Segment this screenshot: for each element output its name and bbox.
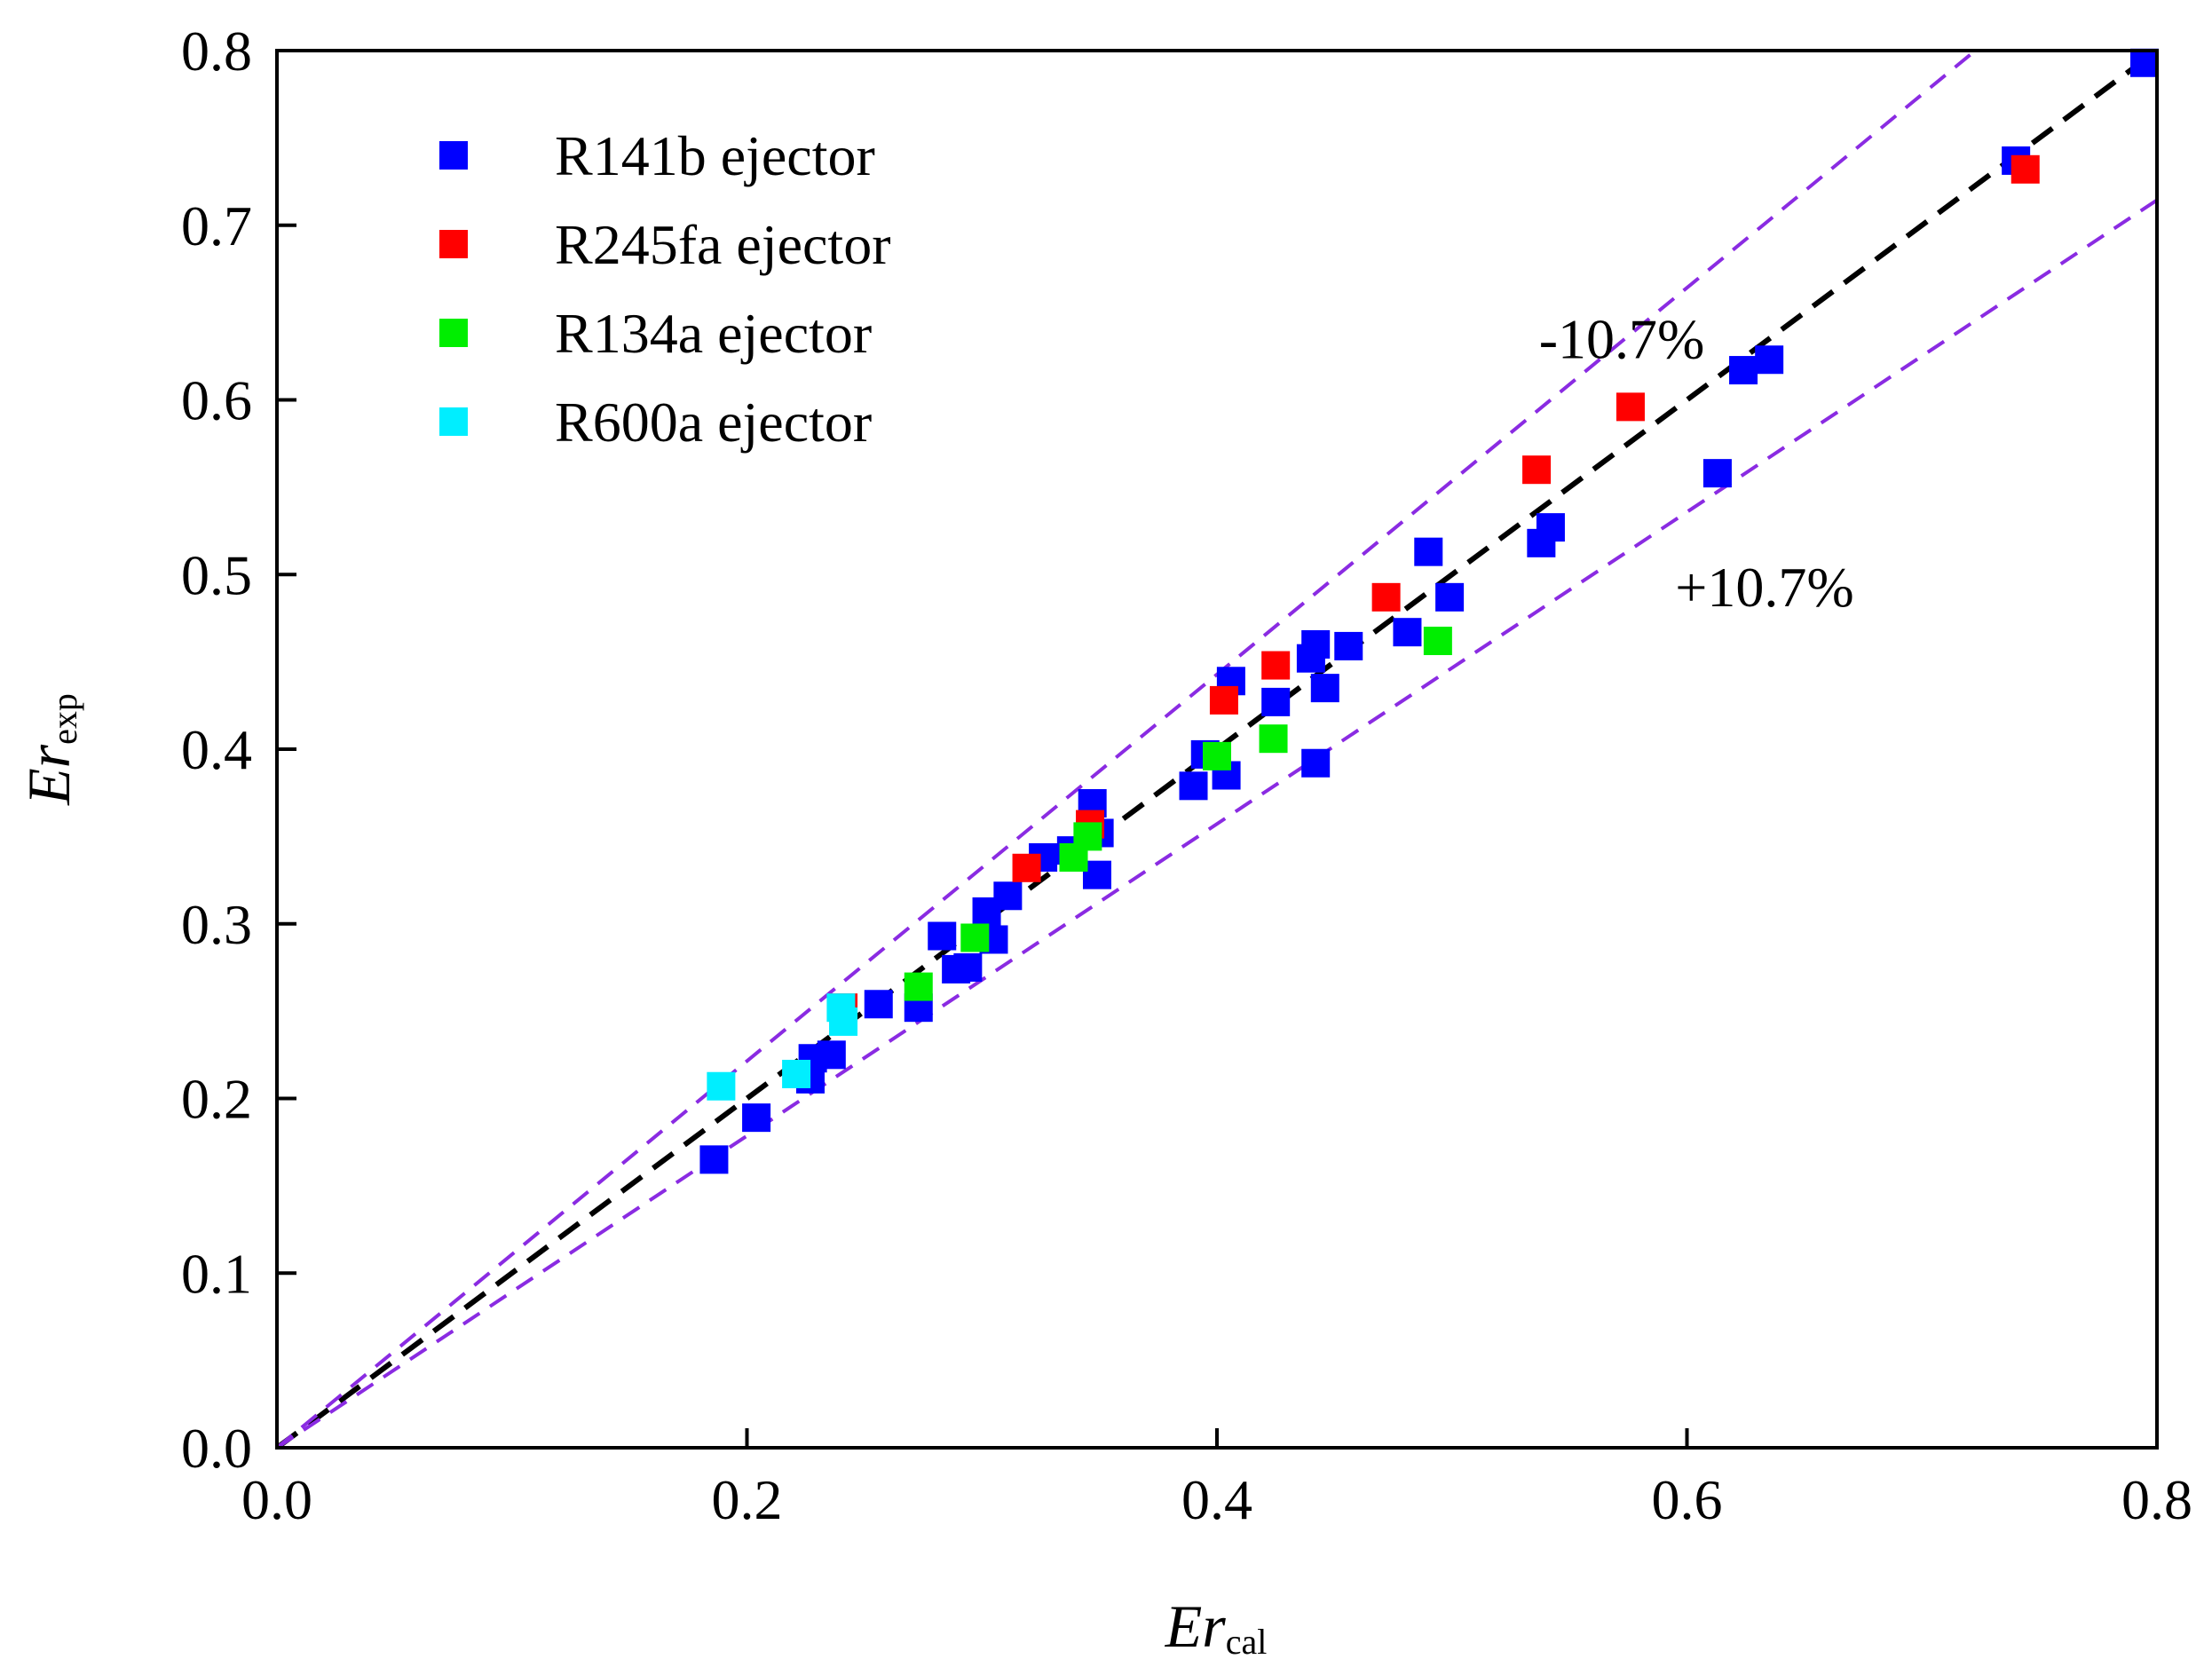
data-point <box>993 881 1023 911</box>
x-axis-title: Ercal <box>1165 1592 1268 1662</box>
data-point <box>817 1040 846 1070</box>
x-tick-label: 0.8 <box>2121 1468 2192 1531</box>
data-point <box>1755 345 1784 375</box>
y-axis-title-sub: exp <box>44 693 84 745</box>
legend-label: R245fa ejector <box>555 213 891 276</box>
annotations: -10.7% +10.7% <box>1539 308 1854 619</box>
data-point <box>1522 455 1552 485</box>
y-tick-label: 0.7 <box>181 194 252 257</box>
data-point <box>2011 154 2040 184</box>
data-point <box>1301 748 1331 778</box>
legend-marker <box>439 141 468 170</box>
data-point <box>1393 618 1422 647</box>
error-band-label: +10.7% <box>1675 556 1853 619</box>
data-point <box>782 1059 811 1088</box>
y-axis: 0.0 0.1 0.2 0.3 0.4 0.5 0.6 0.7 0.8 <box>181 20 296 1480</box>
y-tick-label: 0.2 <box>181 1068 252 1131</box>
data-point <box>1261 687 1291 716</box>
x-axis: 0.0 0.2 0.4 0.6 0.8 <box>241 1428 2192 1531</box>
y-axis-title-main: Er <box>15 744 83 806</box>
data-point <box>864 990 893 1019</box>
x-tick-label: 0.6 <box>1652 1468 1723 1531</box>
data-point <box>960 923 990 952</box>
y-tick-label: 0.6 <box>181 369 252 432</box>
legend-marker <box>439 407 468 436</box>
x-axis-title-sub: cal <box>1226 1622 1268 1662</box>
y-tick-label: 0.1 <box>181 1242 252 1305</box>
data-point <box>904 972 933 1001</box>
data-point <box>1371 582 1401 612</box>
data-points <box>699 48 2159 1174</box>
data-point <box>1310 674 1339 703</box>
data-point <box>1536 513 1565 542</box>
y-axis-title: Erexp <box>15 693 84 806</box>
x-tick-label: 0.0 <box>241 1468 312 1531</box>
data-point <box>1012 853 1041 882</box>
data-point <box>1203 741 1231 770</box>
data-point <box>1301 629 1331 659</box>
x-tick-label: 0.2 <box>712 1468 783 1531</box>
data-point <box>1414 537 1443 566</box>
y-tick-label: 0.5 <box>181 543 252 606</box>
data-point <box>1209 685 1238 715</box>
plot-area <box>277 48 2159 1448</box>
data-point <box>1179 771 1208 801</box>
series-r600a-ejector <box>707 993 858 1101</box>
data-point <box>1616 392 1645 422</box>
data-point <box>1729 356 1758 385</box>
data-point <box>2130 48 2159 77</box>
legend: R141b ejector R245fa ejector R134a ejector… <box>439 124 891 454</box>
data-point <box>928 921 957 951</box>
legend-label: R600a ejector <box>555 391 872 454</box>
y-tick-label: 0.4 <box>181 718 252 781</box>
data-point <box>1435 582 1465 612</box>
data-point <box>1073 822 1102 851</box>
series-r141b-ejector <box>699 48 2159 1174</box>
data-point <box>953 952 983 982</box>
data-point <box>1259 724 1288 754</box>
data-point <box>1334 631 1363 660</box>
legend-label: R141b ejector <box>555 124 875 187</box>
x-axis-title-main: Er <box>1165 1592 1227 1660</box>
y-tick-label: 0.0 <box>181 1417 252 1480</box>
y-tick-label: 0.3 <box>181 893 252 956</box>
data-point <box>699 1145 729 1174</box>
data-point <box>1423 627 1452 656</box>
error-band-label: -10.7% <box>1539 308 1705 371</box>
legend-marker <box>439 230 468 258</box>
data-point <box>826 993 856 1023</box>
data-point <box>1261 651 1291 680</box>
y-tick-label: 0.8 <box>181 20 252 83</box>
legend-label: R134a ejector <box>555 302 872 365</box>
data-point <box>742 1103 771 1133</box>
legend-marker <box>439 319 468 347</box>
x-tick-label: 0.4 <box>1181 1468 1252 1531</box>
error-band-line <box>277 198 2157 1448</box>
data-point <box>1702 459 1732 488</box>
series-r134a-ejector <box>904 627 1452 1001</box>
data-point <box>707 1071 736 1101</box>
